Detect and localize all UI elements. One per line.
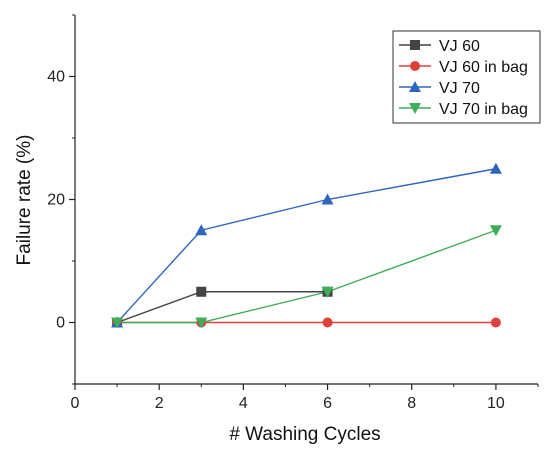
data-point-vj-70 [489, 162, 502, 174]
data-point-vj-70-in-bag [321, 286, 334, 298]
legend-marker-vj-70-in-bag [409, 103, 421, 114]
series-lines [116, 168, 497, 324]
x-tick-label: 4 [239, 395, 248, 412]
data-point-vj-70-in-bag [489, 225, 502, 237]
legend-marker-vj-60-in-bag [410, 61, 420, 71]
x-tick-label: 8 [407, 395, 416, 412]
legend-label-vj-60-in-bag: VJ 60 in bag [439, 59, 528, 76]
legend-label-vj-70-in-bag: VJ 70 in bag [439, 101, 528, 118]
x-tick-label: 2 [155, 395, 164, 412]
legend: VJ 60 VJ 60 in bag VJ 70 VJ 70 in bag [392, 30, 541, 124]
series-line-vj-70 [116, 168, 497, 323]
legend-marker-vj-70 [409, 81, 421, 92]
legend-label-vj-60: VJ 60 [439, 38, 480, 55]
x-tick-label: 0 [71, 395, 80, 412]
series-line-vj-70-in-bag [117, 229, 497, 324]
legend-label-vj-70: VJ 70 [439, 80, 480, 97]
data-point-vj-70-in-bag [111, 317, 124, 329]
axes: 0 2 4 6 8 10 0 20 40 [47, 14, 539, 412]
x-tick-label: 6 [323, 395, 332, 412]
x-axis-title: # Washing Cycles [229, 424, 380, 445]
y-tick-label: 0 [56, 315, 65, 332]
legend-marker-vj-60 [410, 40, 420, 50]
series-markers [111, 162, 502, 329]
data-point-vj-60-in-bag [490, 317, 501, 328]
data-point-vj-70 [321, 193, 334, 205]
y-axis-title: Failure rate (%) [14, 135, 35, 266]
y-tick-label: 20 [47, 192, 65, 209]
data-point-vj-60-in-bag [322, 317, 333, 328]
data-point-vj-60 [196, 286, 207, 297]
data-point-vj-70-in-bag [195, 317, 208, 329]
x-tick-label: 10 [487, 395, 505, 412]
y-tick-label: 40 [47, 69, 65, 86]
data-point-vj-70 [195, 224, 208, 236]
